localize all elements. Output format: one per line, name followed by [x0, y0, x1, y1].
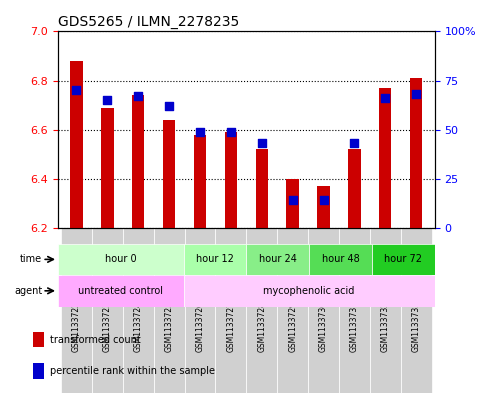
- FancyBboxPatch shape: [339, 228, 370, 393]
- FancyBboxPatch shape: [184, 244, 246, 275]
- Text: mycophenolic acid: mycophenolic acid: [263, 286, 355, 296]
- Text: GSM1133728: GSM1133728: [257, 301, 266, 352]
- Point: [320, 197, 327, 204]
- FancyBboxPatch shape: [246, 228, 277, 393]
- FancyBboxPatch shape: [309, 244, 372, 275]
- FancyBboxPatch shape: [184, 275, 435, 307]
- Bar: [33, 332, 44, 347]
- Text: GSM1133722: GSM1133722: [72, 301, 81, 352]
- Text: GSM1133731: GSM1133731: [350, 301, 359, 352]
- Point: [289, 197, 297, 204]
- Point: [134, 93, 142, 99]
- Text: hour 48: hour 48: [322, 254, 359, 264]
- FancyBboxPatch shape: [370, 228, 401, 393]
- Text: GSM1133727: GSM1133727: [227, 301, 235, 352]
- Bar: [71, 61, 83, 228]
- FancyBboxPatch shape: [58, 275, 184, 307]
- Text: hour 12: hour 12: [196, 254, 234, 264]
- Text: time: time: [20, 254, 43, 264]
- Point: [72, 87, 80, 94]
- Text: GDS5265 / ILMN_2278235: GDS5265 / ILMN_2278235: [58, 15, 239, 29]
- Bar: [410, 78, 422, 228]
- FancyBboxPatch shape: [372, 244, 435, 275]
- FancyBboxPatch shape: [61, 228, 92, 393]
- Point: [258, 140, 266, 147]
- Text: GSM1133730: GSM1133730: [319, 301, 328, 352]
- FancyBboxPatch shape: [185, 228, 215, 393]
- Bar: [101, 108, 114, 228]
- Point: [412, 91, 420, 97]
- Bar: [348, 149, 361, 228]
- FancyBboxPatch shape: [401, 228, 432, 393]
- Text: GSM1133732: GSM1133732: [381, 301, 390, 352]
- FancyBboxPatch shape: [246, 244, 309, 275]
- FancyBboxPatch shape: [92, 228, 123, 393]
- Bar: [194, 135, 206, 228]
- Text: GSM1133725: GSM1133725: [165, 301, 173, 352]
- Text: GSM1133724: GSM1133724: [134, 301, 143, 352]
- Point: [103, 97, 111, 103]
- Point: [196, 129, 204, 135]
- Bar: [225, 132, 237, 228]
- Text: GSM1133733: GSM1133733: [412, 301, 421, 352]
- Text: GSM1133726: GSM1133726: [196, 301, 204, 352]
- Bar: [33, 363, 44, 379]
- Text: percentile rank within the sample: percentile rank within the sample: [50, 366, 215, 376]
- Point: [165, 103, 173, 109]
- Point: [382, 95, 389, 101]
- Text: agent: agent: [14, 286, 43, 296]
- Text: transformed count: transformed count: [50, 335, 141, 345]
- Bar: [256, 149, 268, 228]
- Point: [351, 140, 358, 147]
- Bar: [317, 186, 330, 228]
- FancyBboxPatch shape: [277, 228, 308, 393]
- FancyBboxPatch shape: [58, 244, 184, 275]
- FancyBboxPatch shape: [154, 228, 185, 393]
- FancyBboxPatch shape: [215, 228, 246, 393]
- Text: untreated control: untreated control: [78, 286, 163, 296]
- Text: hour 72: hour 72: [384, 254, 422, 264]
- Text: hour 24: hour 24: [259, 254, 297, 264]
- Text: GSM1133729: GSM1133729: [288, 301, 297, 352]
- Point: [227, 129, 235, 135]
- Bar: [132, 95, 144, 228]
- Text: hour 0: hour 0: [105, 254, 137, 264]
- Bar: [379, 88, 391, 228]
- FancyBboxPatch shape: [123, 228, 154, 393]
- Bar: [286, 179, 299, 228]
- Text: GSM1133723: GSM1133723: [103, 301, 112, 352]
- Bar: [163, 120, 175, 228]
- FancyBboxPatch shape: [308, 228, 339, 393]
